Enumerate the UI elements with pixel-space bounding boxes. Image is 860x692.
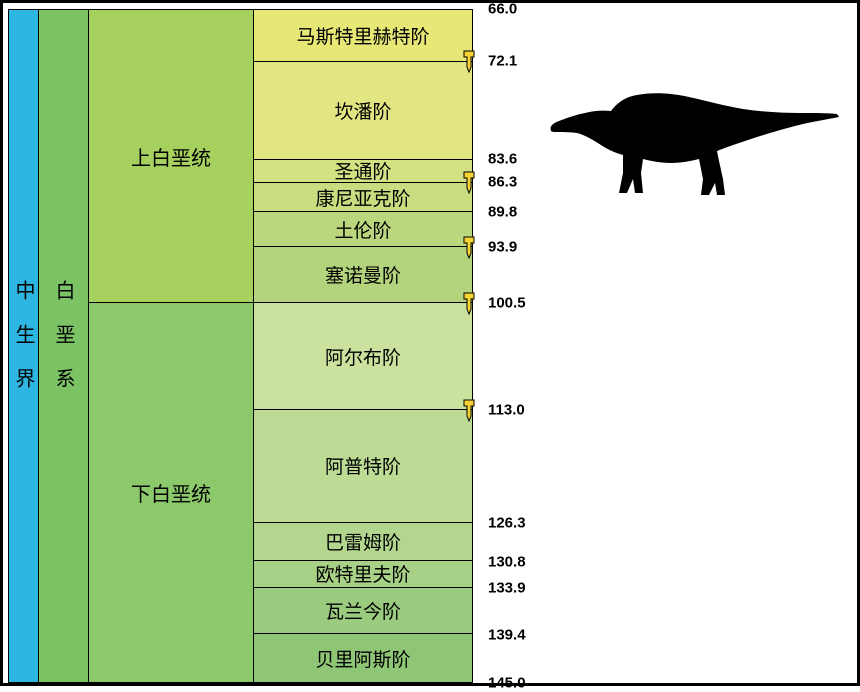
series-cell: 上白垩统 (89, 10, 253, 303)
age-label: 86.3 (488, 174, 517, 191)
series-label: 下白垩统 (131, 478, 211, 507)
dinosaur-silhouette (543, 83, 843, 203)
series-column: 上白垩统下白垩统 (89, 10, 254, 682)
stage-label: 贝里阿斯阶 (315, 645, 410, 672)
series-label: 上白垩统 (131, 142, 211, 171)
age-label: 66.0 (488, 1, 517, 18)
stage-cell: 欧特里夫阶 (254, 561, 472, 587)
stage-cell: 塞诺曼阶 (254, 247, 472, 303)
age-label: 93.9 (488, 239, 517, 256)
stage-cell: 土伦阶 (254, 212, 472, 247)
stage-label: 阿普特阶 (325, 452, 401, 479)
stage-label: 马斯特里赫特阶 (296, 22, 429, 49)
system-label: 白垩系 (49, 280, 78, 412)
stage-label: 巴雷姆阶 (325, 528, 401, 555)
stage-cell: 阿尔布阶 (254, 303, 472, 409)
gssp-spike-icon (462, 235, 476, 259)
stage-label: 阿尔布阶 (325, 343, 401, 370)
stratigraphy-diagram: 中生界 白垩系 上白垩统下白垩统 马斯特里赫特阶坎潘阶圣通阶康尼亚克阶土伦阶塞诺… (0, 0, 860, 686)
gssp-spike-icon (462, 170, 476, 194)
age-label: 133.9 (488, 580, 526, 597)
age-label: 100.5 (488, 295, 526, 312)
era-column: 中生界 (9, 10, 39, 682)
stage-label: 康尼亚克阶 (315, 184, 410, 211)
stage-cell: 贝里阿斯阶 (254, 634, 472, 682)
age-label: 113.0 (488, 401, 525, 418)
gssp-spike-icon (462, 398, 476, 422)
age-label: 83.6 (488, 151, 517, 168)
series-cell: 下白垩统 (89, 303, 253, 682)
stage-cell: 康尼亚克阶 (254, 183, 472, 213)
stage-cell: 马斯特里赫特阶 (254, 10, 472, 62)
chart-area: 中生界 白垩系 上白垩统下白垩统 马斯特里赫特阶坎潘阶圣通阶康尼亚克阶土伦阶塞诺… (8, 9, 473, 683)
stage-cell: 巴雷姆阶 (254, 523, 472, 561)
stage-label: 瓦兰今阶 (325, 597, 401, 624)
stage-cell: 瓦兰今阶 (254, 588, 472, 635)
age-label: 130.8 (488, 553, 526, 570)
age-label: 139.4 (488, 627, 526, 644)
stage-cell: 圣通阶 (254, 160, 472, 183)
age-label: 145.0 (488, 675, 526, 692)
stage-label: 欧特里夫阶 (315, 560, 410, 587)
stage-cell: 坎潘阶 (254, 62, 472, 160)
stage-label: 塞诺曼阶 (325, 261, 401, 288)
gssp-spike-icon (462, 291, 476, 315)
era-label: 中生界 (9, 280, 38, 412)
stage-label: 土伦阶 (334, 216, 391, 243)
stage-label: 圣通阶 (334, 157, 391, 184)
stage-cell: 阿普特阶 (254, 410, 472, 523)
age-label: 72.1 (488, 53, 517, 70)
age-label: 89.8 (488, 204, 517, 221)
gssp-spike-icon (462, 49, 476, 73)
system-column: 白垩系 (39, 10, 89, 682)
stage-label: 坎潘阶 (334, 97, 391, 124)
age-label: 126.3 (488, 515, 526, 532)
stages-column: 马斯特里赫特阶坎潘阶圣通阶康尼亚克阶土伦阶塞诺曼阶阿尔布阶阿普特阶巴雷姆阶欧特里… (254, 10, 472, 682)
